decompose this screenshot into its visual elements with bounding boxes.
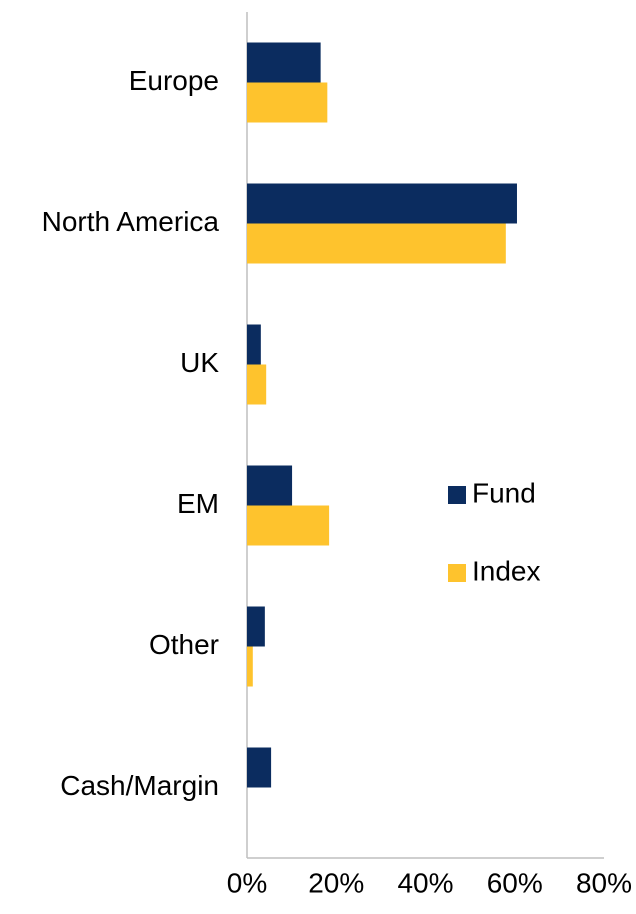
bar — [247, 646, 253, 687]
legend-swatch — [448, 486, 466, 504]
y-tick-label: UK — [180, 347, 219, 378]
x-tick-label: 0% — [227, 867, 267, 898]
y-tick-label: Europe — [129, 65, 219, 96]
bar — [247, 82, 328, 123]
y-tick-label: Cash/Margin — [60, 770, 219, 801]
bar — [247, 606, 265, 647]
bar — [247, 183, 517, 224]
bar — [247, 465, 293, 506]
legend-swatch — [448, 564, 466, 582]
bar — [247, 747, 272, 788]
y-tick-label: North America — [42, 206, 220, 237]
bar — [247, 364, 267, 405]
y-tick-label: Other — [149, 629, 219, 660]
bar — [247, 324, 261, 365]
bar — [247, 223, 506, 264]
x-tick-label: 40% — [397, 867, 453, 898]
bar — [247, 505, 330, 546]
legend-label: Fund — [472, 477, 536, 508]
x-tick-label: 80% — [576, 867, 632, 898]
legend-label: Index — [472, 555, 541, 586]
bar — [247, 42, 321, 83]
x-tick-label: 60% — [487, 867, 543, 898]
y-tick-label: EM — [177, 488, 219, 519]
x-tick-label: 20% — [308, 867, 364, 898]
